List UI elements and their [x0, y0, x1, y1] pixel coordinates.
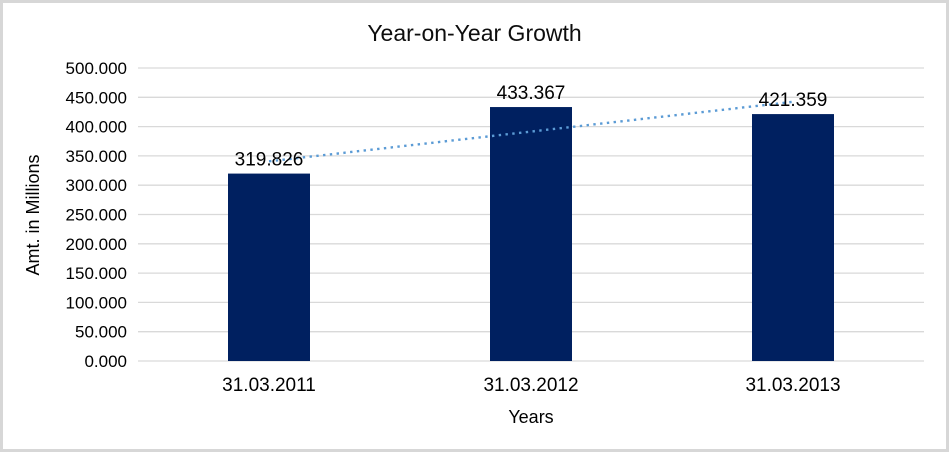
- x-tick-label: 31.03.2011: [222, 375, 316, 396]
- bar-data-label: 319.826: [235, 150, 304, 171]
- y-tick-label: 350.000: [66, 147, 127, 166]
- y-tick-label: 0.000: [84, 352, 127, 371]
- y-tick-label: 150.000: [66, 264, 127, 283]
- y-tick-label: 500.000: [66, 59, 127, 78]
- bar-data-label: 433.367: [497, 83, 566, 104]
- x-axis-title: Years: [508, 407, 554, 427]
- chart-title: Year-on-Year Growth: [367, 20, 582, 46]
- y-tick-label: 300.000: [66, 176, 127, 195]
- y-tick-label: 50.000: [75, 323, 127, 342]
- y-tick-label: 450.000: [66, 88, 127, 107]
- bar: [228, 173, 310, 361]
- y-tick-label: 200.000: [66, 235, 127, 254]
- y-tick-label: 400.000: [66, 118, 127, 137]
- bar-data-label: 421.359: [759, 90, 828, 111]
- bar-chart-plot: 0.000 50.000 100.000 150.000 200.000 250.000 3…: [66, 59, 924, 396]
- y-tick-label: 250.000: [66, 206, 127, 225]
- x-tick-label: 31.03.2012: [483, 375, 578, 396]
- bar: [752, 114, 834, 362]
- y-tick-label: 100.000: [66, 293, 127, 312]
- bar: [490, 107, 572, 361]
- x-tick-label: 31.03.2013: [745, 375, 840, 396]
